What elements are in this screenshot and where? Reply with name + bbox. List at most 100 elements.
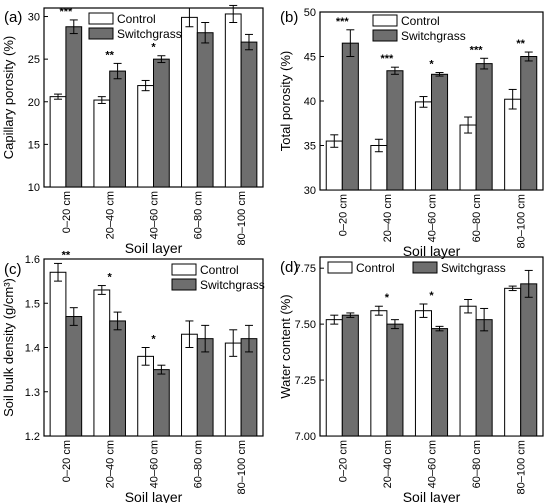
bar-control xyxy=(93,289,111,437)
chart-panel-c: 1.2 1.3 1.4 1.5 1.6 ** 0–20 cm * 20–40 cm * 40–60 … xyxy=(1,249,265,503)
x-tick-label: 0–20 cm xyxy=(61,191,73,233)
x-axis-title: Soil layer xyxy=(125,489,183,503)
bar-control xyxy=(224,13,242,188)
legend-label: Control xyxy=(356,261,395,275)
bar-switchgrass xyxy=(520,56,538,191)
significance-marker: *** xyxy=(59,6,73,18)
bar-switchgrass xyxy=(196,32,214,188)
significance-marker: * xyxy=(429,59,434,71)
legend-label: Control xyxy=(401,14,440,28)
x-tick-label: 20–40 cm xyxy=(382,194,394,242)
significance-marker: * xyxy=(108,272,113,284)
legend-label: Switchgrass xyxy=(117,27,182,41)
bar-control xyxy=(370,310,388,437)
y-axis-title: Soil bulk density (g/cm³) xyxy=(1,278,16,417)
y-tick-label: 7.50 xyxy=(295,319,316,331)
bar-control xyxy=(325,140,343,191)
legend-label: Switchgrass xyxy=(401,29,466,43)
bar-switchgrass xyxy=(431,328,449,437)
y-tick-label: 30 xyxy=(28,12,40,24)
bar-switchgrass xyxy=(386,323,404,437)
bar-switchgrass xyxy=(109,320,126,437)
x-tick-label: 60–80 cm xyxy=(471,194,483,242)
panel-label: (d) xyxy=(280,259,298,276)
legend: Control Switchgrass xyxy=(327,261,506,275)
legend-swatch-control xyxy=(88,12,114,25)
significance-marker: * xyxy=(151,42,156,54)
legend-swatch-control xyxy=(327,261,353,274)
panel-label: (b) xyxy=(280,9,298,26)
y-tick-label: 7.75 xyxy=(295,263,316,275)
y-axis-title: Water content (%) xyxy=(278,294,293,398)
bar-switchgrass xyxy=(431,73,449,191)
x-tick-label: 40–60 cm xyxy=(149,440,161,488)
legend-swatch-switchgrass xyxy=(88,27,114,40)
bar-control xyxy=(137,85,154,188)
chart-panel-b: 30 35 40 45 50 *** 0–20 cm *** 20–40 cm * 40–60 cm… xyxy=(278,7,544,259)
x-tick-label: 60–80 cm xyxy=(471,440,483,488)
bar-control xyxy=(137,355,154,437)
y-axis-title: Capillary porosity (%) xyxy=(1,36,16,160)
bar-switchgrass xyxy=(153,58,170,188)
y-tick-label: 1.2 xyxy=(25,431,40,443)
x-tick-label: 80–100 cm xyxy=(516,440,528,494)
y-tick-label: 45 xyxy=(304,52,316,64)
x-tick-label: 40–60 cm xyxy=(427,194,439,242)
y-tick-label: 30 xyxy=(304,185,316,197)
bar-control xyxy=(504,287,522,437)
y-tick-label: 1.3 xyxy=(25,387,40,399)
x-tick-label: 0–20 cm xyxy=(337,194,349,236)
x-axis-title: Soil layer xyxy=(403,489,461,503)
bar-switchgrass xyxy=(386,70,404,191)
significance-marker: ** xyxy=(516,38,525,50)
significance-marker: ** xyxy=(62,249,71,261)
y-tick-label: 10 xyxy=(28,182,40,194)
y-tick-label: 25 xyxy=(28,54,40,66)
x-tick-label: 20–40 cm xyxy=(105,440,117,488)
significance-marker: * xyxy=(385,292,390,304)
bar-switchgrass xyxy=(153,369,170,437)
x-tick-label: 60–80 cm xyxy=(192,191,204,239)
bar-switchgrass xyxy=(240,338,258,437)
significance-marker: *** xyxy=(336,16,350,28)
bar-switchgrass xyxy=(341,42,359,191)
significance-marker: * xyxy=(151,334,156,346)
y-tick-label: 7.25 xyxy=(295,375,316,387)
x-tick-label: 40–60 cm xyxy=(427,440,439,488)
significance-marker: ** xyxy=(105,49,114,61)
legend-label: Switchgrass xyxy=(441,261,506,275)
x-tick-label: 40–60 cm xyxy=(149,191,161,239)
bar-switchgrass xyxy=(475,319,493,437)
x-tick-label: 60–80 cm xyxy=(192,440,204,488)
bar-switchgrass xyxy=(196,338,214,437)
significance-marker: * xyxy=(429,290,434,302)
significance-marker: *** xyxy=(470,44,484,56)
y-tick-label: 35 xyxy=(304,141,316,153)
legend-label: Switchgrass xyxy=(200,278,265,292)
y-tick-label: 40 xyxy=(304,96,316,108)
bar-control xyxy=(414,101,432,191)
x-axis-title: Soil layer xyxy=(403,243,461,259)
bar-switchgrass xyxy=(520,283,538,437)
legend-label: Control xyxy=(117,12,156,26)
y-tick-label: 15 xyxy=(28,139,40,151)
bar-switchgrass xyxy=(475,63,493,191)
bar-control xyxy=(504,98,522,191)
chart-panel-a: 10 15 20 25 30 *** 0–20 cm ** 20–40 cm * 40–60 cm 6… xyxy=(1,4,264,256)
bar-control xyxy=(459,124,477,191)
x-tick-label: 80–100 cm xyxy=(236,191,248,245)
x-axis-title: Soil layer xyxy=(125,240,183,256)
y-tick-label: 1.5 xyxy=(25,298,40,310)
x-tick-label: 20–40 cm xyxy=(382,440,394,488)
bar-switchgrass xyxy=(65,26,83,188)
bar-control xyxy=(181,16,198,188)
y-axis-title: Total porosity (%) xyxy=(278,51,293,151)
bar-control xyxy=(49,271,67,437)
bar-control xyxy=(93,99,111,188)
bar-control xyxy=(325,319,343,437)
x-tick-label: 20–40 cm xyxy=(105,191,117,239)
y-tick-label: 1.4 xyxy=(25,343,40,355)
panel-label: (c) xyxy=(4,261,22,278)
